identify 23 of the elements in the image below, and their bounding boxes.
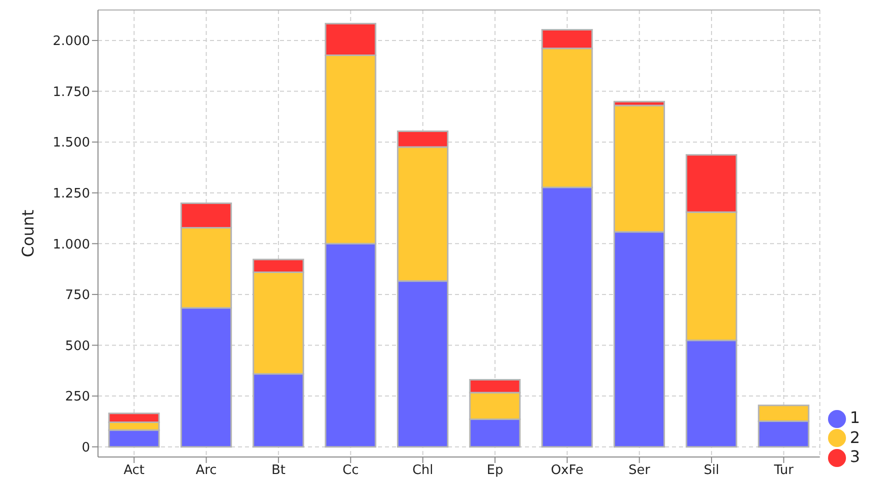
x-tick-label: Ep — [486, 463, 504, 478]
x-tick-label: Ser — [628, 463, 651, 478]
y-tick-label: 1.750 — [52, 84, 90, 100]
x-tick-label: Tur — [772, 463, 794, 478]
y-tick-label: 250 — [65, 390, 90, 405]
y-tick-label: 750 — [65, 288, 90, 304]
x-tick-label: Bt — [271, 463, 286, 478]
legend-label: 2 — [850, 428, 860, 447]
y-tick-label: 2.000 — [52, 34, 90, 50]
y-tick-label: 0 — [82, 440, 90, 456]
legend-label: 3 — [850, 447, 860, 466]
y-tick-label: 1.250 — [52, 186, 90, 202]
y-tick-label: 1.000 — [52, 237, 90, 252]
x-tick-label: Sil — [704, 463, 720, 478]
x-tick-label: Cc — [342, 463, 359, 478]
x-tick-label: Arc — [196, 463, 217, 478]
x-tick-label: OxFe — [550, 463, 584, 478]
y-axis-title: Count — [18, 210, 38, 258]
x-tick-label: Chl — [412, 463, 434, 478]
y-tick-label: 500 — [65, 338, 90, 354]
y-tick-label: 1.500 — [52, 136, 90, 151]
x-tick-label: Act — [124, 463, 145, 478]
legend-label: 1 — [850, 408, 860, 428]
